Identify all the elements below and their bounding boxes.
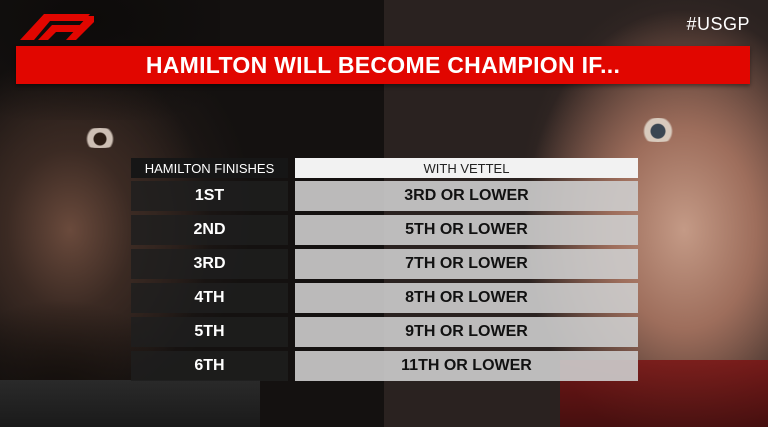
vettel-finish-cell: 8TH OR LOWER [295,283,638,313]
hamilton-finish-cell: 1ST [131,181,288,211]
f1-logo-icon [20,14,94,40]
vettel-column-header: WITH VETTEL [295,158,638,178]
vettel-finish-cell: 5TH OR LOWER [295,215,638,245]
headline-title: HAMILTON WILL BECOME CHAMPION IF... [145,51,621,78]
hamilton-column-header: HAMILTON FINISHES [131,158,288,178]
vettel-finish-cell: 11TH OR LOWER [295,351,638,381]
hashtag-label: #USGP [686,14,750,34]
hamilton-finish-cell: 4TH [131,283,288,313]
hamilton-jacket [0,380,260,427]
hamilton-finish-cell: 3RD [131,249,288,279]
hamilton-finish-cell: 2ND [131,215,288,245]
vettel-finish-cell: 3RD OR LOWER [295,181,638,211]
vettel-finish-cell: 7TH OR LOWER [295,249,638,279]
hamilton-finish-cell: 6TH [131,351,288,381]
headline-banner: HAMILTON WILL BECOME CHAMPION IF... [16,46,750,84]
hamilton-eye [72,128,128,148]
vettel-finish-cell: 9TH OR LOWER [295,317,638,347]
hamilton-finish-cell: 5TH [131,317,288,347]
vettel-eye [628,118,688,142]
